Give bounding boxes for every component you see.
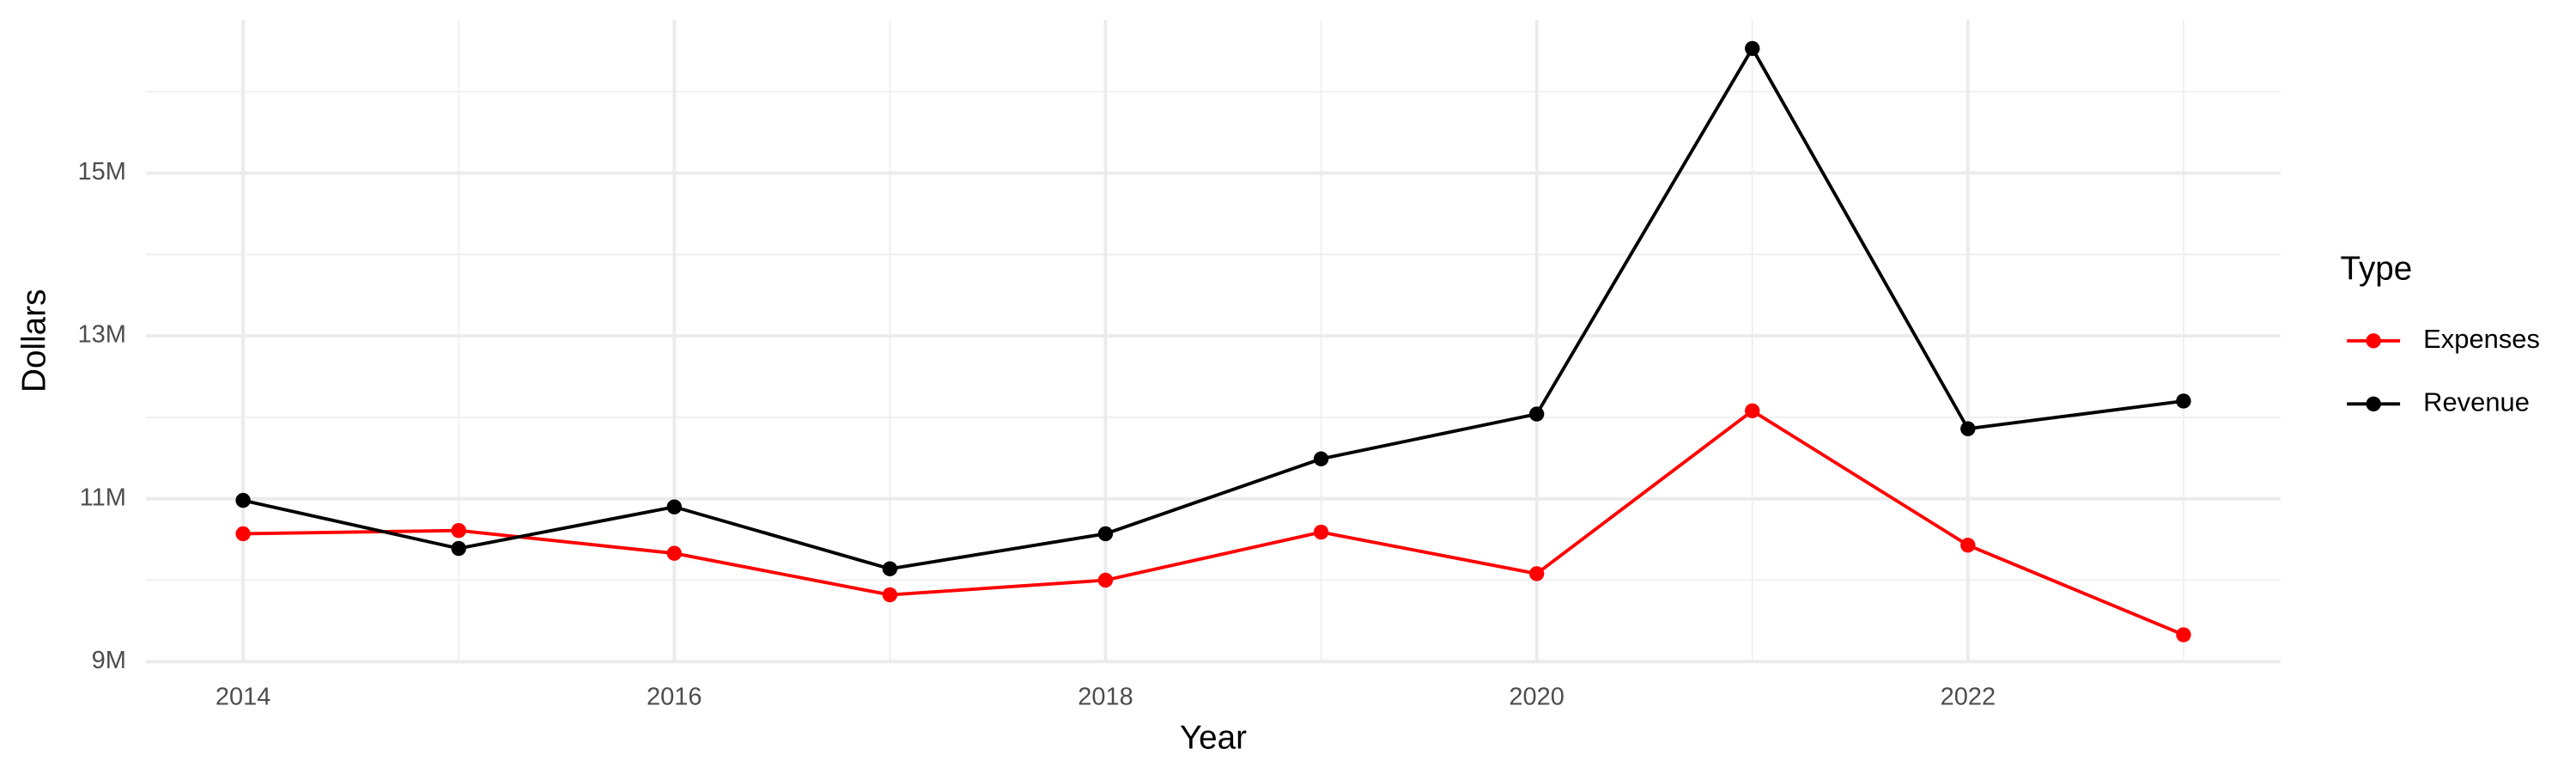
data-point (1745, 40, 1760, 57)
legend-marker (2366, 333, 2381, 349)
x-tick-label: 2018 (1078, 684, 1133, 711)
legend-label: Revenue (2423, 386, 2530, 417)
data-point (1528, 406, 1545, 422)
legend-label: Expenses (2423, 324, 2540, 354)
data-point (1960, 538, 1976, 553)
data-point (882, 587, 898, 603)
data-point (666, 545, 682, 561)
y-tick-label: 9M (92, 647, 126, 674)
series-line (243, 408, 2184, 636)
data-point (882, 561, 898, 576)
y-tick-label: 11M (80, 484, 126, 511)
x-tick-label: 2022 (1941, 684, 1996, 711)
x-tick-label: 2020 (1509, 684, 1564, 711)
legend-marker (2366, 396, 2381, 412)
data-point (451, 540, 466, 557)
data-point (666, 499, 682, 514)
x-tick-label: 2016 (647, 684, 702, 711)
data-point (1313, 524, 1329, 540)
x-axis-title: Year (1180, 719, 1247, 756)
data-point (1097, 526, 1114, 542)
y-tick-label: 13M (78, 321, 126, 349)
x-tick-label: 2014 (216, 684, 270, 711)
data-point (1097, 572, 1114, 588)
data-point (451, 522, 466, 539)
data-point (1960, 421, 1976, 436)
legend-title: Type (2341, 251, 2413, 288)
data-point (1528, 566, 1545, 581)
data-point (235, 526, 251, 542)
data-point (235, 492, 251, 508)
data-point (1745, 403, 1760, 419)
y-tick-label: 15M (78, 158, 126, 186)
series-line (242, 45, 2184, 571)
y-axis-title: Dollars (16, 289, 53, 393)
data-point (2176, 393, 2191, 409)
data-point (1313, 451, 1329, 466)
data-point (2176, 627, 2191, 642)
